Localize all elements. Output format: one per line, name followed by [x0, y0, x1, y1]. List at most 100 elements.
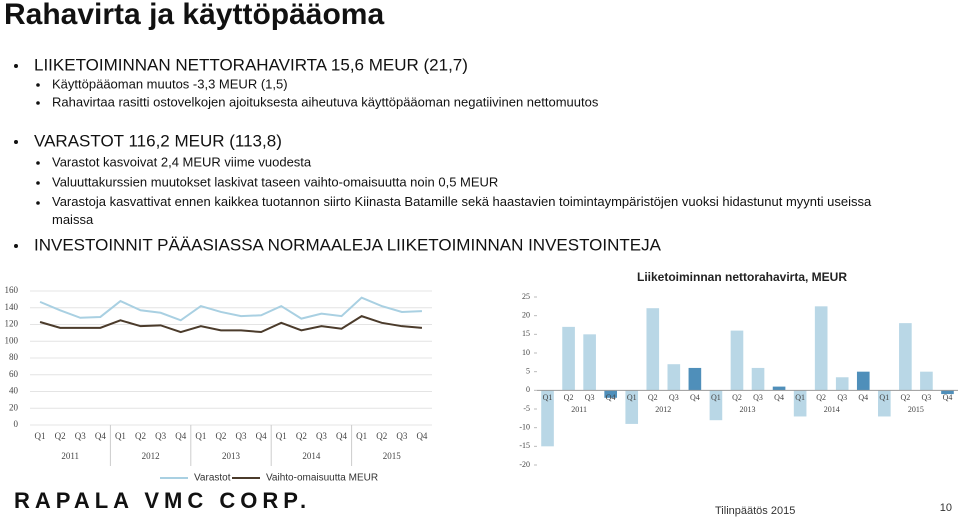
x-tick-label: Q1 — [795, 393, 805, 402]
bar — [814, 306, 828, 391]
slide-title: Rahavirta ja käyttöpääoma — [4, 0, 384, 31]
y-tick-label: -10 — [519, 422, 530, 431]
bar — [835, 377, 849, 391]
year-label: 2015 — [908, 405, 924, 414]
x-tick-label: Q4 — [606, 393, 616, 402]
x-tick-label: Q4 — [256, 431, 267, 441]
bar — [878, 390, 891, 417]
y-tick-label: 25 — [522, 292, 530, 301]
x-tick-label: Q1 — [35, 431, 46, 441]
year-label: 2015 — [383, 451, 402, 461]
y-tick-label: -20 — [519, 460, 530, 469]
x-tick-label: Q4 — [95, 431, 106, 441]
bar — [562, 326, 575, 391]
bar — [941, 390, 954, 395]
page-number: 10 — [940, 502, 952, 514]
y-tick-label: 160 — [5, 285, 19, 295]
y-tick-label: -5 — [523, 404, 530, 413]
bullet-item: Valuuttakurssien muutokset laskivat tase… — [52, 174, 498, 189]
x-tick-label: Q4 — [774, 393, 784, 402]
year-label: 2011 — [571, 405, 587, 414]
x-tick-label: Q3 — [155, 431, 166, 441]
x-tick-label: Q4 — [858, 393, 868, 402]
bar — [899, 323, 912, 391]
bar — [856, 371, 870, 391]
bar — [772, 386, 786, 391]
section-heading: VARASTOT 116,2 MEUR (113,8) — [34, 131, 282, 150]
x-tick-label: Q3 — [316, 431, 327, 441]
legend-label: Varastot — [194, 473, 231, 484]
x-tick-label: Q1 — [276, 431, 287, 441]
bullet-dot — [36, 83, 40, 87]
x-tick-label: Q2 — [376, 431, 387, 441]
bar — [604, 390, 617, 398]
x-tick-label: Q1 — [115, 431, 126, 441]
y-tick-label: 140 — [5, 302, 19, 312]
year-label: 2013 — [740, 405, 756, 414]
x-tick-label: Q2 — [55, 431, 66, 441]
x-tick-label: Q2 — [900, 393, 910, 402]
bar — [541, 390, 554, 447]
x-tick-label: Q3 — [75, 431, 86, 441]
y-tick-label: 60 — [9, 369, 19, 379]
section-heading: INVESTOINNIT PÄÄASIASSA NORMAALEJA LIIKE… — [34, 235, 662, 254]
y-tick-label: 15 — [522, 329, 530, 338]
x-tick-label: Q4 — [690, 393, 700, 402]
legend-label: Vaihto-omaisuutta MEUR — [266, 473, 378, 484]
x-tick-label: Q1 — [627, 393, 637, 402]
year-label: 2012 — [142, 451, 160, 461]
x-tick-label: Q3 — [837, 393, 847, 402]
bar — [920, 371, 933, 391]
year-label: 2012 — [655, 405, 671, 414]
bullet-item: Varastoja kasvattivat ennen kaikkea tuot… — [52, 194, 872, 227]
x-tick-label: Q3 — [396, 431, 407, 441]
bullet-dot — [36, 181, 40, 185]
x-tick-label: Q3 — [922, 393, 932, 402]
series-line — [39, 296, 422, 322]
y-tick-label: 20 — [9, 402, 19, 412]
y-tick-label: 10 — [522, 348, 530, 357]
x-tick-label: Q3 — [236, 431, 247, 441]
bar — [625, 390, 639, 424]
bar — [793, 390, 807, 417]
bar — [688, 367, 702, 391]
bar — [646, 308, 660, 391]
logo: RAPALA VMC CORP. — [14, 488, 311, 513]
bullet-dot — [36, 201, 40, 205]
bar — [751, 367, 765, 391]
y-tick-label: 0 — [526, 385, 530, 394]
y-tick-label: 0 — [14, 419, 19, 429]
x-tick-label: Q2 — [215, 431, 226, 441]
x-tick-label: Q4 — [416, 431, 427, 441]
x-tick-label: Q1 — [879, 393, 889, 402]
bullet-dot — [36, 101, 40, 105]
bar — [730, 330, 744, 391]
x-tick-label: Q2 — [816, 393, 826, 402]
bullet-item: Rahavirtaa rasitti ostovelkojen ajoituks… — [52, 94, 599, 109]
y-tick-label: 40 — [9, 386, 19, 396]
bar — [583, 334, 596, 391]
x-tick-label: Q2 — [296, 431, 307, 441]
bar — [709, 390, 723, 421]
year-label: 2013 — [222, 451, 241, 461]
series-line — [39, 315, 423, 334]
x-tick-label: Q1 — [711, 393, 721, 402]
x-tick-label: Q3 — [585, 393, 595, 402]
bullet-line: maissa — [52, 212, 94, 227]
bullet-line: Varastoja kasvattivat ennen kaikkea tuot… — [52, 194, 872, 209]
x-tick-label: Q2 — [135, 431, 146, 441]
bullet-item: Varastot kasvoivat 2,4 MEUR viime vuodes… — [52, 154, 312, 169]
year-label: 2014 — [824, 405, 840, 414]
bar — [667, 364, 681, 391]
bullet-dot — [14, 244, 18, 248]
bullet-item: Käyttöpääoman muutos -3,3 MEUR (1,5) — [52, 76, 288, 91]
x-tick-label: Q1 — [356, 431, 367, 441]
x-tick-label: Q4 — [336, 431, 347, 441]
year-label: 2014 — [302, 451, 321, 461]
x-tick-label: Q4 — [943, 393, 953, 402]
year-label: 2011 — [61, 451, 79, 461]
x-tick-label: Q2 — [564, 393, 574, 402]
x-tick-label: Q1 — [195, 431, 206, 441]
